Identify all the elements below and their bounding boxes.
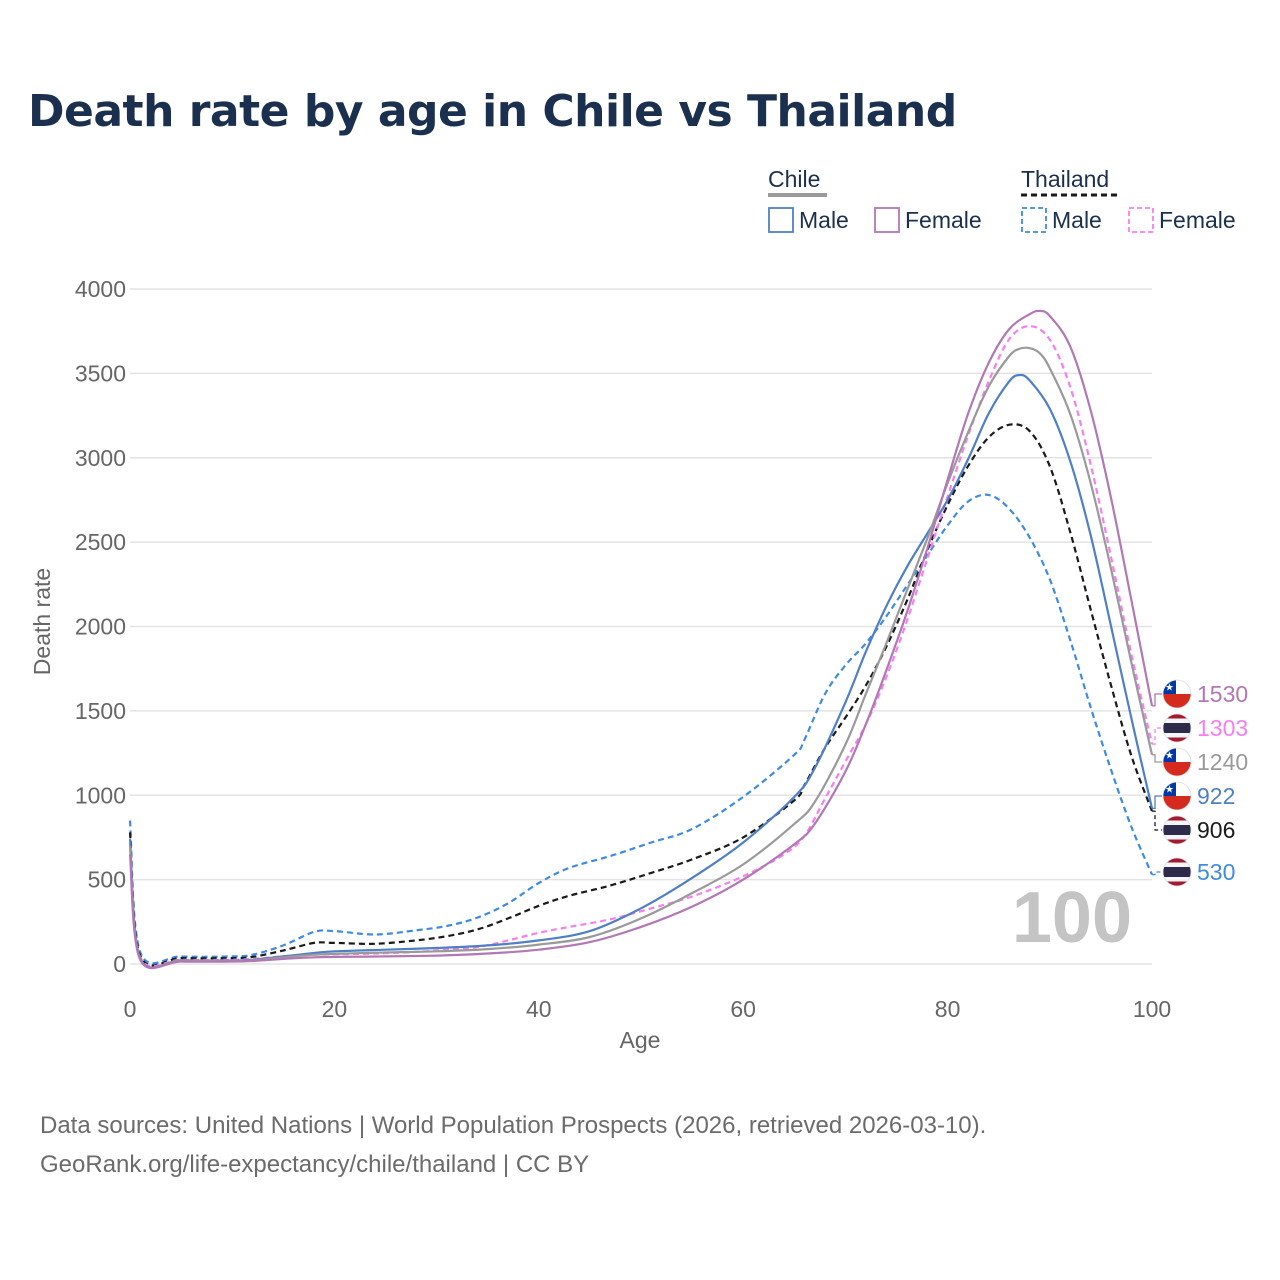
flag-chile-icon: ★ (1162, 747, 1192, 777)
series-line-chile_male (128, 373, 1154, 969)
series-lines (128, 309, 1154, 970)
svg-text:★: ★ (1165, 751, 1174, 762)
y-tick-label-500: 500 (88, 867, 126, 893)
legend-chile-female-label: Female (905, 207, 982, 233)
legend-thailand-title: Thailand (1021, 166, 1109, 192)
axis-labels: Age Death rate (29, 568, 660, 1053)
legend-chile-male-label: Male (799, 207, 849, 233)
x-tick-label-20: 20 (322, 996, 348, 1022)
x-axis-label: Age (620, 1027, 661, 1053)
flag-thailand-icon (1162, 815, 1192, 845)
series-line-chile_female (128, 309, 1154, 970)
y-axis-label: Death rate (29, 568, 55, 675)
end-label-chile_total: 1240 (1197, 749, 1248, 775)
end-label-thailand_total: 906 (1197, 817, 1235, 843)
flag-chile-icon: ★ (1162, 679, 1192, 709)
y-tick-label-3500: 3500 (75, 360, 126, 386)
legend-thailand-male-swatch (1021, 207, 1047, 233)
y-tick-label-1000: 1000 (75, 782, 126, 808)
leader-thailand_total (1152, 810, 1162, 831)
x-tick-label-60: 60 (730, 996, 756, 1022)
watermark-group: 100 (1012, 878, 1132, 958)
legend-thailand-female-label: Female (1159, 207, 1236, 233)
end-label-chile_male: 922 (1197, 783, 1235, 809)
source-note: Data sources: United Nations | World Pop… (40, 1106, 986, 1184)
y-axis-ticks: 0 500 1000 1500 2000 2500 3000 3500 4000 (75, 276, 126, 977)
legend-chile-female-swatch (874, 207, 900, 233)
flag-thailand-icon (1162, 713, 1192, 743)
chart: 100 0 500 1000 1500 2000 2500 3000 3500 4000 0 20… (29, 166, 1248, 1053)
legend-chile-male-swatch (768, 207, 794, 233)
y-tick-label-4000: 4000 (75, 276, 126, 302)
chart-title: Death rate by age in Chile vs Thailand (28, 86, 957, 137)
end-labels: ★ 1530 1303 ★ 1240 ★ 922 906 530 (1152, 679, 1248, 887)
grid-lines (130, 288, 1152, 965)
source-line-2: GeoRank.org/life-expectancy/chile/thaila… (40, 1151, 590, 1178)
leader-thailand_male (1152, 871, 1162, 876)
flag-thailand-icon (1162, 857, 1192, 887)
leader-chile_female (1152, 693, 1162, 707)
legend: Chile Thailand Male Female Male Female (768, 166, 1236, 233)
end-label-thailand_male: 530 (1197, 859, 1235, 885)
legend-chile-title: Chile (768, 166, 820, 192)
x-tick-label-40: 40 (526, 996, 552, 1022)
series-line-chile_total (128, 346, 1154, 969)
legend-thailand-female-swatch (1128, 207, 1154, 233)
y-tick-label-1500: 1500 (75, 698, 126, 724)
flag-chile-icon: ★ (1162, 781, 1192, 811)
leader-thailand_female (1152, 727, 1162, 745)
source-line-1: Data sources: United Nations | World Pop… (40, 1112, 987, 1139)
y-tick-label-2000: 2000 (75, 614, 126, 640)
svg-text:★: ★ (1165, 785, 1174, 796)
leader-chile_male (1152, 795, 1162, 810)
x-tick-label-100: 100 (1133, 996, 1171, 1022)
legend-thailand-male-label: Male (1052, 207, 1102, 233)
series-line-thailand_total (128, 423, 1154, 967)
svg-text:★: ★ (1165, 683, 1174, 694)
y-tick-label-3000: 3000 (75, 445, 126, 471)
leader-chile_total (1152, 754, 1162, 763)
series-line-thailand_male (128, 493, 1154, 965)
series-line-thailand_female (128, 325, 1154, 968)
end-label-chile_female: 1530 (1197, 681, 1248, 707)
watermark-age: 100 (1012, 878, 1132, 958)
y-tick-label-0: 0 (113, 951, 126, 977)
y-tick-label-2500: 2500 (75, 529, 126, 555)
x-tick-label-0: 0 (124, 996, 137, 1022)
x-tick-label-80: 80 (935, 996, 961, 1022)
end-label-thailand_female: 1303 (1197, 715, 1248, 741)
x-axis-ticks: 0 20 40 60 80 100 (124, 996, 1172, 1022)
